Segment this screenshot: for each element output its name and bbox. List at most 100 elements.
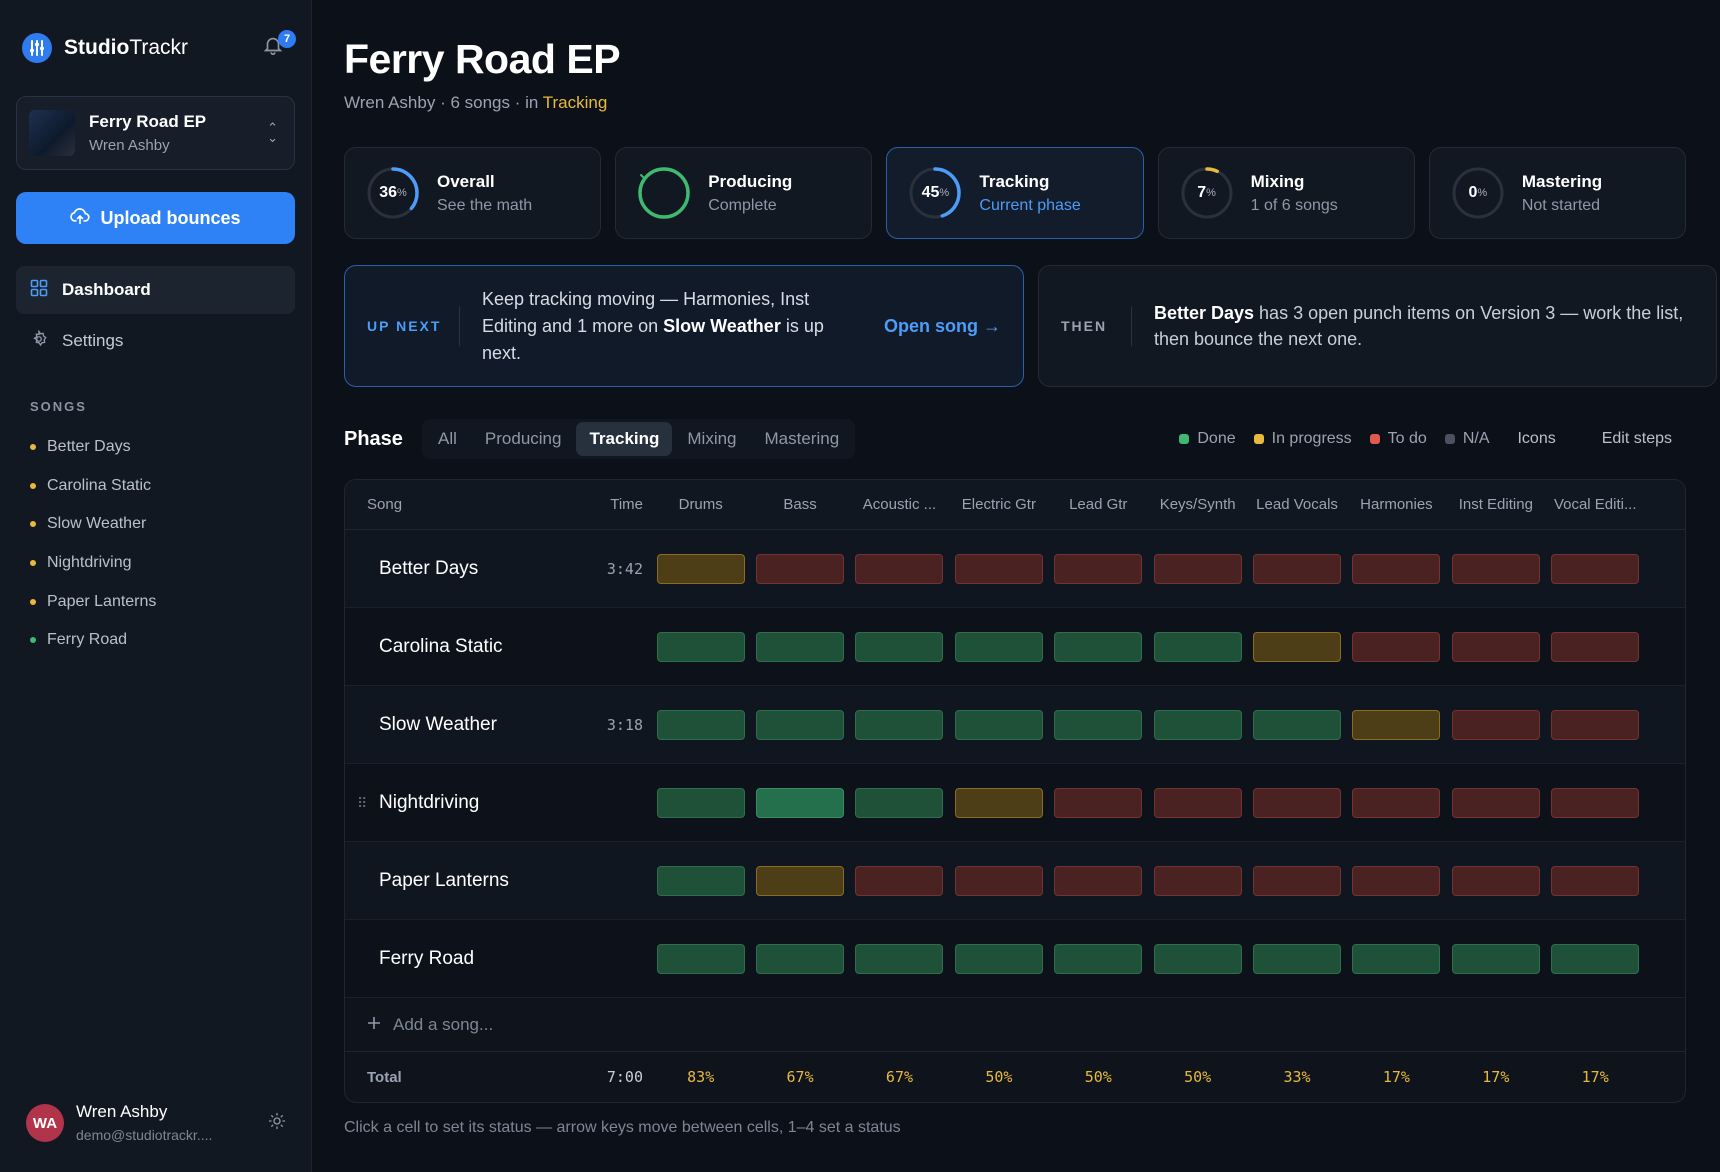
- status-cell-done[interactable]: [656, 865, 745, 896]
- status-cell-done[interactable]: [855, 787, 944, 818]
- status-cell-done[interactable]: [954, 943, 1043, 974]
- status-cell-prog[interactable]: [656, 553, 745, 584]
- song-name[interactable]: Better Days: [379, 557, 479, 579]
- upload-bounces-button[interactable]: Upload bounces: [16, 192, 295, 244]
- status-cell-todo[interactable]: [1054, 787, 1143, 818]
- header-step[interactable]: Bass: [783, 496, 817, 513]
- status-cell-done[interactable]: [656, 943, 745, 974]
- status-cell-todo[interactable]: [1451, 709, 1540, 740]
- status-cell-done[interactable]: [954, 709, 1043, 740]
- status-cell-prog[interactable]: [756, 865, 845, 896]
- status-cell-todo[interactable]: [1551, 631, 1640, 662]
- status-cell-done[interactable]: [1252, 943, 1341, 974]
- status-cell-done[interactable]: [1451, 943, 1540, 974]
- status-cell-todo[interactable]: [1153, 787, 1242, 818]
- status-cell-done[interactable]: [1153, 709, 1242, 740]
- tab-mastering[interactable]: Mastering: [764, 429, 840, 448]
- status-cell-done[interactable]: [756, 709, 845, 740]
- status-cell-todo[interactable]: [954, 865, 1043, 896]
- status-cell-done[interactable]: [855, 943, 944, 974]
- status-cell-todo[interactable]: [1451, 631, 1540, 662]
- stat-mixing[interactable]: 7% Mixing 1 of 6 songs: [1157, 147, 1415, 239]
- status-cell-done[interactable]: [1054, 709, 1143, 740]
- status-cell-todo[interactable]: [1451, 865, 1540, 896]
- status-cell-done[interactable]: [855, 709, 944, 740]
- add-song-row[interactable]: Add a song...: [345, 998, 1685, 1052]
- status-cell-done[interactable]: [855, 631, 944, 662]
- status-cell-done[interactable]: [1551, 943, 1640, 974]
- header-step[interactable]: Lead Vocals: [1256, 496, 1338, 513]
- tab-producing[interactable]: Producing: [484, 429, 562, 448]
- tab-mixing[interactable]: Mixing: [687, 429, 737, 448]
- header-step[interactable]: Lead Gtr: [1069, 496, 1128, 513]
- status-cell-todo[interactable]: [1252, 553, 1341, 584]
- status-cell-todo[interactable]: [1352, 787, 1441, 818]
- status-cell-todo[interactable]: [1153, 553, 1242, 584]
- sidebar-song-ferry-road[interactable]: Ferry Road: [16, 621, 295, 660]
- status-cell-done[interactable]: [1153, 631, 1242, 662]
- status-cell-todo[interactable]: [1252, 865, 1341, 896]
- nav-item-settings[interactable]: Settings: [16, 317, 295, 365]
- status-cell-done[interactable]: [756, 787, 845, 818]
- sidebar-song-paper-lanterns[interactable]: Paper Lanterns: [16, 582, 295, 621]
- edit-steps-button[interactable]: Edit steps: [1601, 430, 1672, 447]
- status-cell-done[interactable]: [656, 709, 745, 740]
- status-cell-prog[interactable]: [1352, 709, 1441, 740]
- status-cell-done[interactable]: [1252, 709, 1341, 740]
- sidebar-song-better-days[interactable]: Better Days: [16, 428, 295, 467]
- open-song-link[interactable]: Open song →: [884, 315, 1001, 336]
- sidebar-song-slow-weather[interactable]: Slow Weather: [16, 505, 295, 544]
- header-step[interactable]: Drums: [678, 496, 723, 513]
- song-name[interactable]: ⠿ Nightdriving: [357, 791, 480, 813]
- status-cell-todo[interactable]: [1551, 709, 1640, 740]
- status-cell-todo[interactable]: [1352, 865, 1441, 896]
- header-step[interactable]: Vocal Editi...: [1553, 496, 1637, 513]
- stat-producing[interactable]: Producing Complete: [615, 147, 873, 239]
- status-cell-done[interactable]: [954, 631, 1043, 662]
- song-name[interactable]: Ferry Road: [379, 947, 475, 969]
- status-cell-todo[interactable]: [1551, 553, 1640, 584]
- status-cell-done[interactable]: [756, 943, 845, 974]
- header-step[interactable]: Acoustic ...: [862, 496, 937, 513]
- status-cell-todo[interactable]: [1252, 787, 1341, 818]
- drag-handle-icon[interactable]: ⠿: [357, 794, 368, 811]
- stat-mastering[interactable]: 0% Mastering Not started: [1428, 147, 1687, 239]
- status-cell-todo[interactable]: [855, 865, 944, 896]
- status-cell-todo[interactable]: [954, 553, 1043, 584]
- user-profile[interactable]: WA Wren Ashby demo@studiotrackr....: [26, 1098, 296, 1172]
- sun-icon[interactable]: [268, 1112, 286, 1135]
- status-cell-todo[interactable]: [1551, 865, 1640, 896]
- song-name[interactable]: Paper Lanterns: [379, 869, 509, 891]
- status-cell-done[interactable]: [1153, 943, 1242, 974]
- header-step[interactable]: Keys/Synth: [1159, 496, 1236, 513]
- status-cell-done[interactable]: [656, 787, 745, 818]
- status-cell-todo[interactable]: [1054, 865, 1143, 896]
- current-phase-link[interactable]: Tracking: [542, 93, 608, 112]
- song-name[interactable]: Slow Weather: [379, 713, 497, 735]
- status-cell-todo[interactable]: [1352, 553, 1441, 584]
- status-cell-todo[interactable]: [1451, 553, 1540, 584]
- icons-toggle-button[interactable]: Icons: [1517, 430, 1556, 447]
- stat-tracking[interactable]: 45% Tracking Current phase: [886, 147, 1144, 239]
- status-cell-prog[interactable]: [1252, 631, 1341, 662]
- status-cell-todo[interactable]: [1451, 787, 1540, 818]
- status-cell-done[interactable]: [1352, 943, 1441, 974]
- status-cell-todo[interactable]: [1054, 553, 1143, 584]
- status-cell-prog[interactable]: [954, 787, 1043, 818]
- header-step[interactable]: Inst Editing: [1458, 496, 1533, 513]
- bell-icon[interactable]: [262, 34, 288, 60]
- sidebar-song-nightdriving[interactable]: Nightdriving: [16, 544, 295, 583]
- status-cell-done[interactable]: [656, 631, 745, 662]
- header-step[interactable]: Harmonies: [1360, 496, 1433, 513]
- status-cell-done[interactable]: [1054, 943, 1143, 974]
- sidebar-song-carolina-static[interactable]: Carolina Static: [16, 467, 295, 506]
- status-cell-done[interactable]: [756, 631, 845, 662]
- status-cell-todo[interactable]: [756, 553, 845, 584]
- tab-tracking[interactable]: Tracking: [576, 422, 673, 456]
- song-name[interactable]: Carolina Static: [379, 635, 503, 657]
- stat-overall[interactable]: 36% Overall See the math: [344, 147, 602, 239]
- status-cell-todo[interactable]: [1352, 631, 1441, 662]
- tab-all[interactable]: All: [438, 429, 457, 448]
- status-cell-todo[interactable]: [1551, 787, 1640, 818]
- header-step[interactable]: Electric Gtr: [961, 496, 1036, 513]
